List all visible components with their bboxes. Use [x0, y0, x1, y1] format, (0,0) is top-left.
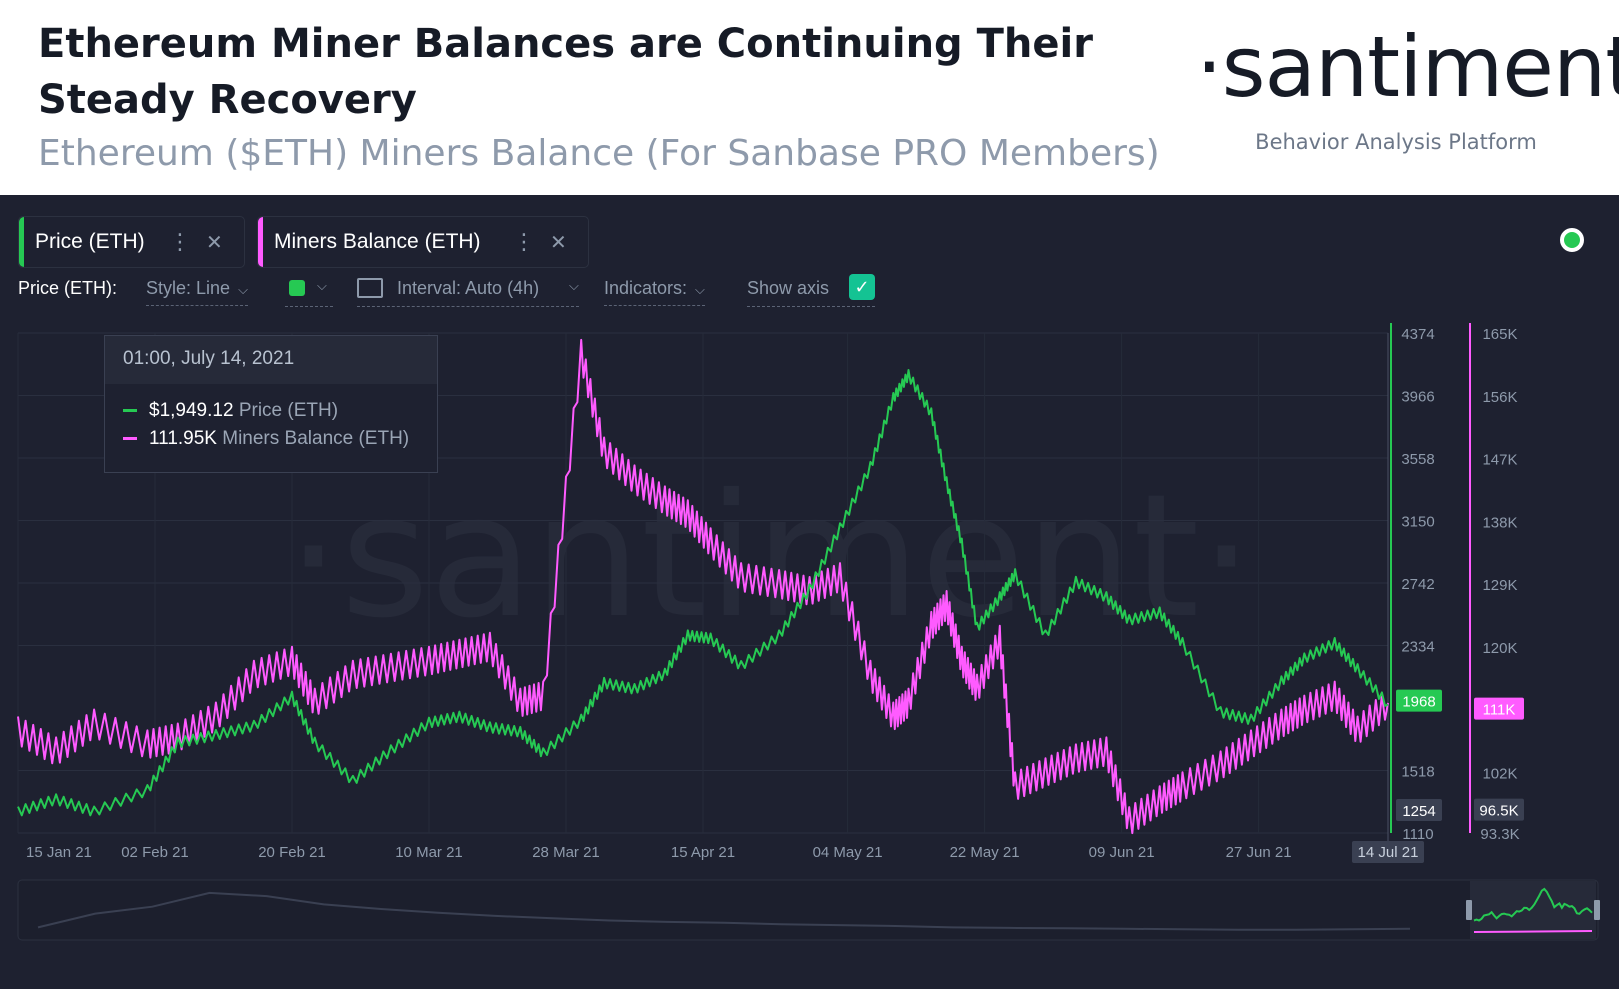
color-swatch	[289, 280, 305, 296]
y-tick-label-price: 4374	[1401, 326, 1434, 343]
tooltip-date: 01:00, July 14, 2021	[105, 336, 437, 384]
x-tick-label: 28 Mar 21	[532, 844, 600, 861]
navigator-overview-line	[37, 891, 1411, 931]
y-tick-label-miners-balance: 165K	[1482, 326, 1517, 343]
chart-canvas: ·santiment· 4374 3966 3558 3150 2742 2334 1518 1…	[17, 323, 1600, 941]
chart-header: Ethereum Miner Balances are Continuing T…	[0, 0, 1619, 193]
close-icon[interactable]: ✕	[550, 232, 567, 254]
x-tick-label: 22 May 21	[950, 844, 1020, 861]
y-tick-label-miners-balance: 93.3K	[1480, 826, 1519, 843]
y-tick-label-miners-balance: 147K	[1482, 452, 1517, 469]
metric-tab-label: Price (ETH)	[35, 230, 145, 253]
show-axis-toggle[interactable]: Show axis ✓	[747, 274, 875, 307]
y-tick-label-price: 3558	[1401, 451, 1434, 468]
brand-logo: ·santiment· Behavior Analysis Platform	[1196, 18, 1619, 168]
metric-color-bar	[19, 217, 24, 267]
metric-settings-bar: Price (ETH): Style: Line ⌵ ⌵ Interval: Au…	[0, 274, 900, 318]
interval-dropdown-label: Interval: Auto (4h)	[397, 278, 540, 298]
tooltip-value: $1,949.12	[149, 400, 234, 421]
y-tick-label-price: 1518	[1401, 764, 1434, 781]
tooltip-value: 111.95K	[149, 428, 217, 449]
current-value-badge-price: 1968	[1402, 694, 1435, 711]
navigator	[17, 879, 1599, 941]
min-value-badge-miners-balance: 96.5K	[1479, 803, 1518, 820]
x-tick-label: 10 Mar 21	[395, 844, 463, 861]
x-highlight-bg	[1352, 841, 1424, 863]
x-tick-label: 27 Jun 21	[1226, 844, 1292, 861]
y-tick-label-miners-balance: 138K	[1482, 514, 1517, 531]
series-line-price	[17, 369, 1389, 817]
x-tick-label: 15 Jan 21	[26, 844, 92, 861]
watermark: ·santiment·	[286, 458, 1253, 656]
chevron-down-icon: ⌵	[695, 282, 705, 297]
x-tick-label: 04 May 21	[813, 844, 883, 861]
chevron-down-icon: ⌵	[569, 278, 579, 293]
y-tick-label-miners-balance: 102K	[1482, 765, 1517, 782]
y-tick-label-price: 3150	[1401, 514, 1434, 531]
navigator-miners-line	[1473, 930, 1593, 933]
chevron-down-icon: ⌵	[317, 278, 327, 293]
indicators-dropdown[interactable]: Indicators: ⌵	[604, 278, 705, 306]
metric-tab-label: Miners Balance (ETH)	[274, 230, 481, 253]
tooltip-series-name: Price (ETH)	[238, 400, 339, 421]
color-dropdown[interactable]: ⌵	[285, 278, 333, 307]
live-status-dot	[1560, 228, 1584, 252]
x-tick-label: 02 Feb 21	[121, 844, 189, 861]
x-tick-label: 20 Feb 21	[258, 844, 326, 861]
y-tick-label-price: 2334	[1401, 639, 1434, 656]
chart-subtitle: Ethereum ($ETH) Miners Balance (For Sanb…	[38, 133, 1160, 174]
vertical-dots-icon[interactable]: ⋮	[169, 229, 191, 254]
y-tick-label-price: 3966	[1401, 389, 1434, 406]
tooltip-series-name: Miners Balance (ETH)	[222, 428, 410, 449]
series-marker	[123, 437, 137, 441]
y-tick-label-price: 2742	[1401, 576, 1434, 593]
y-tick-label-miners-balance: 129K	[1482, 577, 1517, 594]
metric-tab-price[interactable]: Price (ETH) ⋮ ✕	[18, 216, 245, 268]
x-highlight-label: 14 Jul 21	[1358, 844, 1419, 861]
chart-panel: ·santiment· 4374 3966 3558 3150 2742 2334 1518 1…	[0, 195, 1619, 989]
current-value-badge-miners-balance-bg	[1474, 697, 1524, 720]
vertical-dots-icon[interactable]: ⋮	[513, 229, 535, 254]
navigator-handle-left	[1466, 900, 1472, 920]
show-axis-label: Show axis	[747, 278, 830, 298]
interval-icon	[357, 278, 383, 298]
min-value-badge-price: 1254	[1402, 803, 1435, 820]
series-marker	[123, 409, 137, 413]
current-value-badge-miners-balance: 111K	[1483, 702, 1516, 719]
interval-dropdown[interactable]: Interval: Auto (4h) ⌵	[357, 278, 579, 307]
chart-title: Ethereum Miner Balances are Continuing T…	[38, 21, 1093, 123]
indicators-dropdown-label: Indicators:	[604, 278, 688, 298]
metric-tab-miners-balance[interactable]: Miners Balance (ETH) ⋮ ✕	[257, 216, 589, 268]
brand-tagline: Behavior Analysis Platform	[1255, 130, 1537, 154]
brand-name: ·santiment·	[1196, 18, 1619, 116]
tooltip-row-price: $1,949.12 Price (ETH)	[123, 400, 338, 422]
navigator-handle-right	[1594, 900, 1600, 920]
min-value-badge-miners-balance-bg	[1474, 798, 1524, 821]
x-tick-label: 15 Apr 21	[671, 844, 735, 861]
chart-tooltip: 01:00, July 14, 2021 $1,949.12 Price (ET…	[104, 335, 438, 473]
style-dropdown[interactable]: Style: Line ⌵	[146, 278, 248, 306]
show-axis-checkbox[interactable]: ✓	[849, 274, 875, 300]
y-tick-label-price: 1110	[1402, 826, 1433, 843]
close-icon[interactable]: ✕	[206, 232, 223, 254]
style-dropdown-label: Style: Line	[146, 278, 231, 298]
navigator-price-line	[1473, 887, 1593, 922]
metric-color-bar	[258, 217, 263, 267]
x-tick-label: 09 Jun 21	[1089, 844, 1155, 861]
min-value-badge-price-bg	[1396, 798, 1442, 821]
y-tick-label-miners-balance: 156K	[1482, 389, 1517, 406]
tooltip-row-miners-balance: 111.95K Miners Balance (ETH)	[123, 428, 409, 450]
y-tick-label-miners-balance: 120K	[1482, 640, 1517, 657]
current-value-badge-price-bg	[1396, 689, 1442, 712]
series-line-miners-balance	[17, 338, 1389, 835]
settings-metric-label: Price (ETH):	[18, 278, 117, 298]
chevron-down-icon: ⌵	[238, 282, 248, 297]
